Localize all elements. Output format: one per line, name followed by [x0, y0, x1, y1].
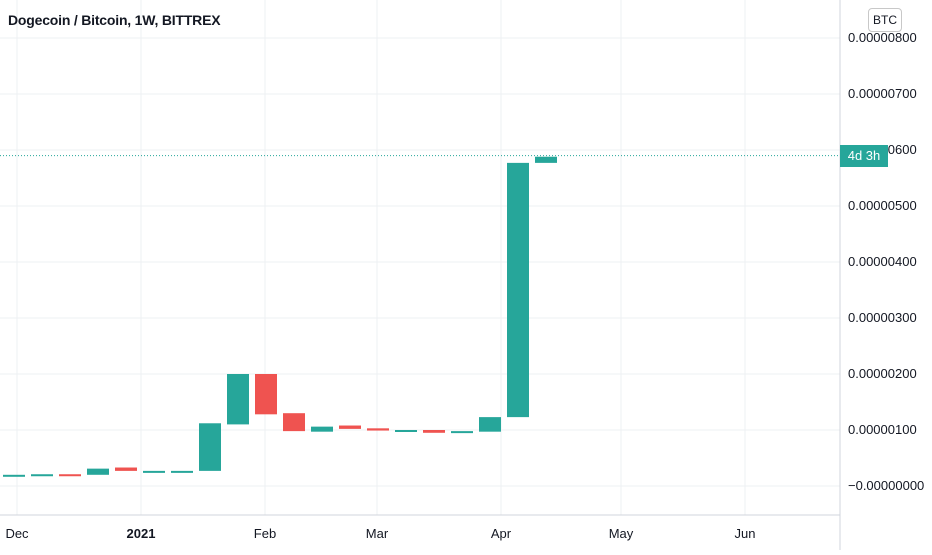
y-tick-label: 0.00000500 [848, 198, 917, 213]
candle-up [311, 426, 333, 432]
candle-up [227, 374, 249, 425]
candle-down [255, 374, 277, 415]
candle-up [199, 423, 221, 471]
candle-up [535, 156, 557, 163]
candle-up [143, 470, 165, 473]
candle-up [451, 431, 473, 434]
x-tick-label: Mar [365, 526, 389, 541]
candle-up [395, 430, 417, 432]
candle-up [479, 417, 501, 432]
candle-up [171, 470, 193, 473]
candles [3, 156, 557, 477]
countdown-badge: 4d 3h [840, 145, 888, 167]
grid [0, 0, 840, 515]
currency-button[interactable]: BTC [868, 8, 902, 32]
candle-up [31, 474, 53, 477]
x-tick-label: Jun [734, 526, 756, 541]
y-tick-label: 0.00000100 [848, 422, 917, 437]
x-tick-label: Feb [253, 526, 277, 541]
y-tick-label: 0.00000700 [848, 86, 917, 101]
candle-up [3, 474, 25, 477]
x-tick-label: 2021 [126, 526, 156, 541]
chart-title: Dogecoin / Bitcoin, 1W, BITTREX [8, 12, 221, 28]
candle-down [283, 413, 305, 432]
candle-down [423, 430, 445, 433]
y-tick-label: 0.00000400 [848, 254, 917, 269]
candle-down [59, 474, 81, 477]
candle-down [115, 467, 137, 471]
candle-down [367, 428, 389, 431]
x-tick-label: May [608, 526, 634, 541]
y-tick-label: 0.00000200 [848, 366, 917, 381]
y-tick-label: 0.00000300 [848, 310, 917, 325]
x-tick-label: Dec [5, 526, 29, 541]
candle-up [87, 468, 109, 475]
y-tick-label: 0.00000800 [848, 30, 917, 45]
x-tick-label: Apr [490, 526, 512, 541]
y-tick-label: −0.00000000 [848, 478, 925, 493]
candle-up [507, 162, 529, 418]
candle-down [339, 425, 361, 429]
